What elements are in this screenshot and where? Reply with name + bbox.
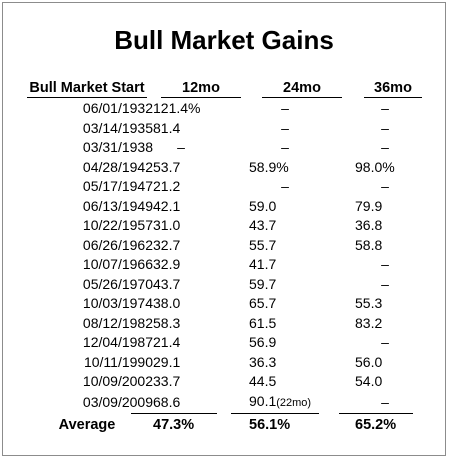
gain-24mo-cell: 43.7 (249, 217, 277, 233)
table-frame: Bull Market Gains Bull Market Start 12mo… (2, 2, 446, 456)
gain-36mo-cell: – (381, 275, 389, 292)
gain-12mo-cell: 32.7 (153, 236, 181, 253)
gain-24mo-cell: 65.7 (249, 295, 277, 311)
start-date-cell: 06/01/1932 (82, 100, 153, 116)
gain-12mo-cell: 29.1 (153, 353, 181, 370)
start-date-cell: 10/03/1974 (82, 295, 153, 311)
gain-24mo-cell: 58.9% (249, 158, 289, 175)
average-label: Average (58, 416, 116, 433)
gain-24mo-cell: – (281, 119, 289, 136)
chart-title: Bull Market Gains (114, 25, 334, 55)
gain-24mo-cell: 59.7 (249, 275, 277, 292)
gain-36mo-cell: – (381, 100, 389, 116)
gain-36mo-cell: 55.3 (355, 295, 383, 311)
gain-12mo-cell: 21.2 (153, 178, 181, 194)
gain-12mo-cell: 53.7 (153, 158, 181, 175)
gain-12mo-cell: 33.7 (153, 373, 181, 389)
gain-12mo-cell: 81.4 (153, 119, 181, 136)
table-row: 08/12/1982 58.3 61.5 83.2 (21, 314, 431, 334)
table-row: 10/09/2002 33.7 44.5 54.0 (21, 372, 431, 392)
gain-24mo-cell: 36.3 (249, 353, 277, 370)
average-24mo: 56.1% (231, 413, 355, 436)
gain-12mo-cell: 121.4% (153, 100, 201, 116)
gain-24mo-cell: 61.5 (249, 314, 277, 331)
table-row: 04/28/1942 53.7 58.9% 98.0% (21, 158, 431, 178)
table-row: 10/22/1957 31.0 43.7 36.8 (21, 216, 431, 236)
start-date-cell: 03/09/2009 (82, 393, 153, 410)
gain-36mo-cell: – (381, 256, 389, 272)
table-row: 03/09/2009 68.6 90.1(22mo) – (21, 392, 431, 414)
gain-12mo-cell: 21.4 (153, 334, 181, 350)
gain-12mo-cell: 38.0 (153, 295, 181, 311)
start-date-cell: 10/11/1990 (83, 353, 153, 370)
gain-24mo-cell: – (281, 139, 289, 155)
gain-12mo-cell: 32.9 (153, 256, 181, 272)
start-date-cell: 05/26/1970 (82, 275, 153, 292)
gain-24mo-cell: 59.0 (249, 197, 277, 214)
gain-24mo-cell: 44.5 (249, 373, 277, 389)
gain-24mo-cell: 56.9 (249, 334, 277, 350)
average-36mo: 65.2% (339, 413, 431, 436)
gain-24mo-cell: 55.7 (249, 236, 277, 253)
gain-24mo-cell: 90.1(22mo) (249, 392, 312, 409)
gain-36mo-cell: 54.0 (355, 373, 383, 389)
table-row: 10/07/1966 32.9 41.7 – (21, 255, 431, 275)
start-date-cell: 05/17/1947 (82, 178, 153, 194)
gain-24mo-note: (22mo) (276, 396, 312, 409)
table-row: 12/04/1987 21.4 56.9 – (21, 333, 431, 353)
start-date-cell: 12/04/1987 (82, 334, 153, 350)
gain-36mo-cell: 36.8 (355, 217, 383, 233)
average-row: Average 47.3% 56.1% 65.2% (21, 413, 431, 436)
header-24mo: 24mo (249, 77, 355, 99)
gain-24mo-cell: – (281, 100, 289, 116)
gain-12mo-cell: 58.3 (153, 314, 181, 331)
start-date-cell: 08/12/1982 (82, 314, 153, 331)
header-36mo: 36mo (355, 77, 431, 99)
gain-36mo-cell: – (381, 139, 389, 155)
table-row: 03/14/1935 81.4 – – (21, 119, 431, 139)
gain-12mo-cell: 31.0 (153, 217, 181, 233)
table-row: 05/17/1947 21.2 – – (21, 177, 431, 197)
average-12mo: 47.3% (131, 413, 249, 436)
header-bull-market-start: Bull Market Start (21, 77, 153, 99)
table-row: 06/01/1932 121.4% – – (21, 99, 431, 119)
table-row: 03/31/1938 – – – (21, 138, 431, 158)
gain-12mo-cell: – (177, 139, 185, 155)
table-row: 06/26/1962 32.7 55.7 58.8 (21, 236, 431, 256)
start-date-cell: 10/22/1957 (82, 217, 153, 233)
table-body: 06/01/1932 121.4% – –03/14/1935 81.4– –03/31/… (21, 99, 431, 413)
table-row: 10/03/1974 38.0 65.7 55.3 (21, 294, 431, 314)
start-date-cell: 06/26/1962 (82, 236, 153, 253)
gain-36mo-cell: – (381, 393, 389, 410)
header-row: Bull Market Start 12mo 24mo 36mo (21, 77, 431, 99)
gain-24mo-cell: 41.7 (249, 256, 277, 272)
gain-36mo-cell: 83.2 (355, 314, 383, 331)
gain-36mo-cell: 98.0% (355, 158, 395, 175)
table-row: 06/13/1949 42.1 59.0 79.9 (21, 197, 431, 217)
table-row: 05/26/1970 43.7 59.7 – (21, 275, 431, 295)
gain-36mo-cell: 56.0 (355, 353, 383, 370)
gain-36mo-cell: 58.8 (355, 236, 383, 253)
start-date-cell: 10/09/2002 (82, 373, 153, 389)
start-date-cell: 03/14/1935 (82, 119, 153, 136)
start-date-cell: 04/28/1942 (82, 158, 153, 175)
gain-12mo-cell: 43.7 (153, 275, 181, 292)
table-row: 10/11/1990 29.1 36.3 56.0 (21, 353, 431, 373)
start-date-cell: 03/31/1938 (82, 139, 153, 155)
start-date-cell: 10/07/1966 (82, 256, 153, 272)
gain-12mo-cell: 42.1 (153, 197, 181, 214)
gain-36mo-cell: – (381, 119, 389, 136)
gain-36mo-cell: – (381, 178, 389, 194)
gain-24mo-cell: – (281, 178, 289, 194)
bull-market-table: Bull Market Start 12mo 24mo 36mo 06/01/1… (21, 77, 431, 436)
gain-12mo-cell: 68.6 (153, 393, 181, 410)
header-12mo: 12mo (153, 77, 249, 99)
start-date-cell: 06/13/1949 (82, 197, 153, 214)
gain-36mo-cell: 79.9 (355, 197, 383, 214)
gain-36mo-cell: – (381, 334, 389, 350)
